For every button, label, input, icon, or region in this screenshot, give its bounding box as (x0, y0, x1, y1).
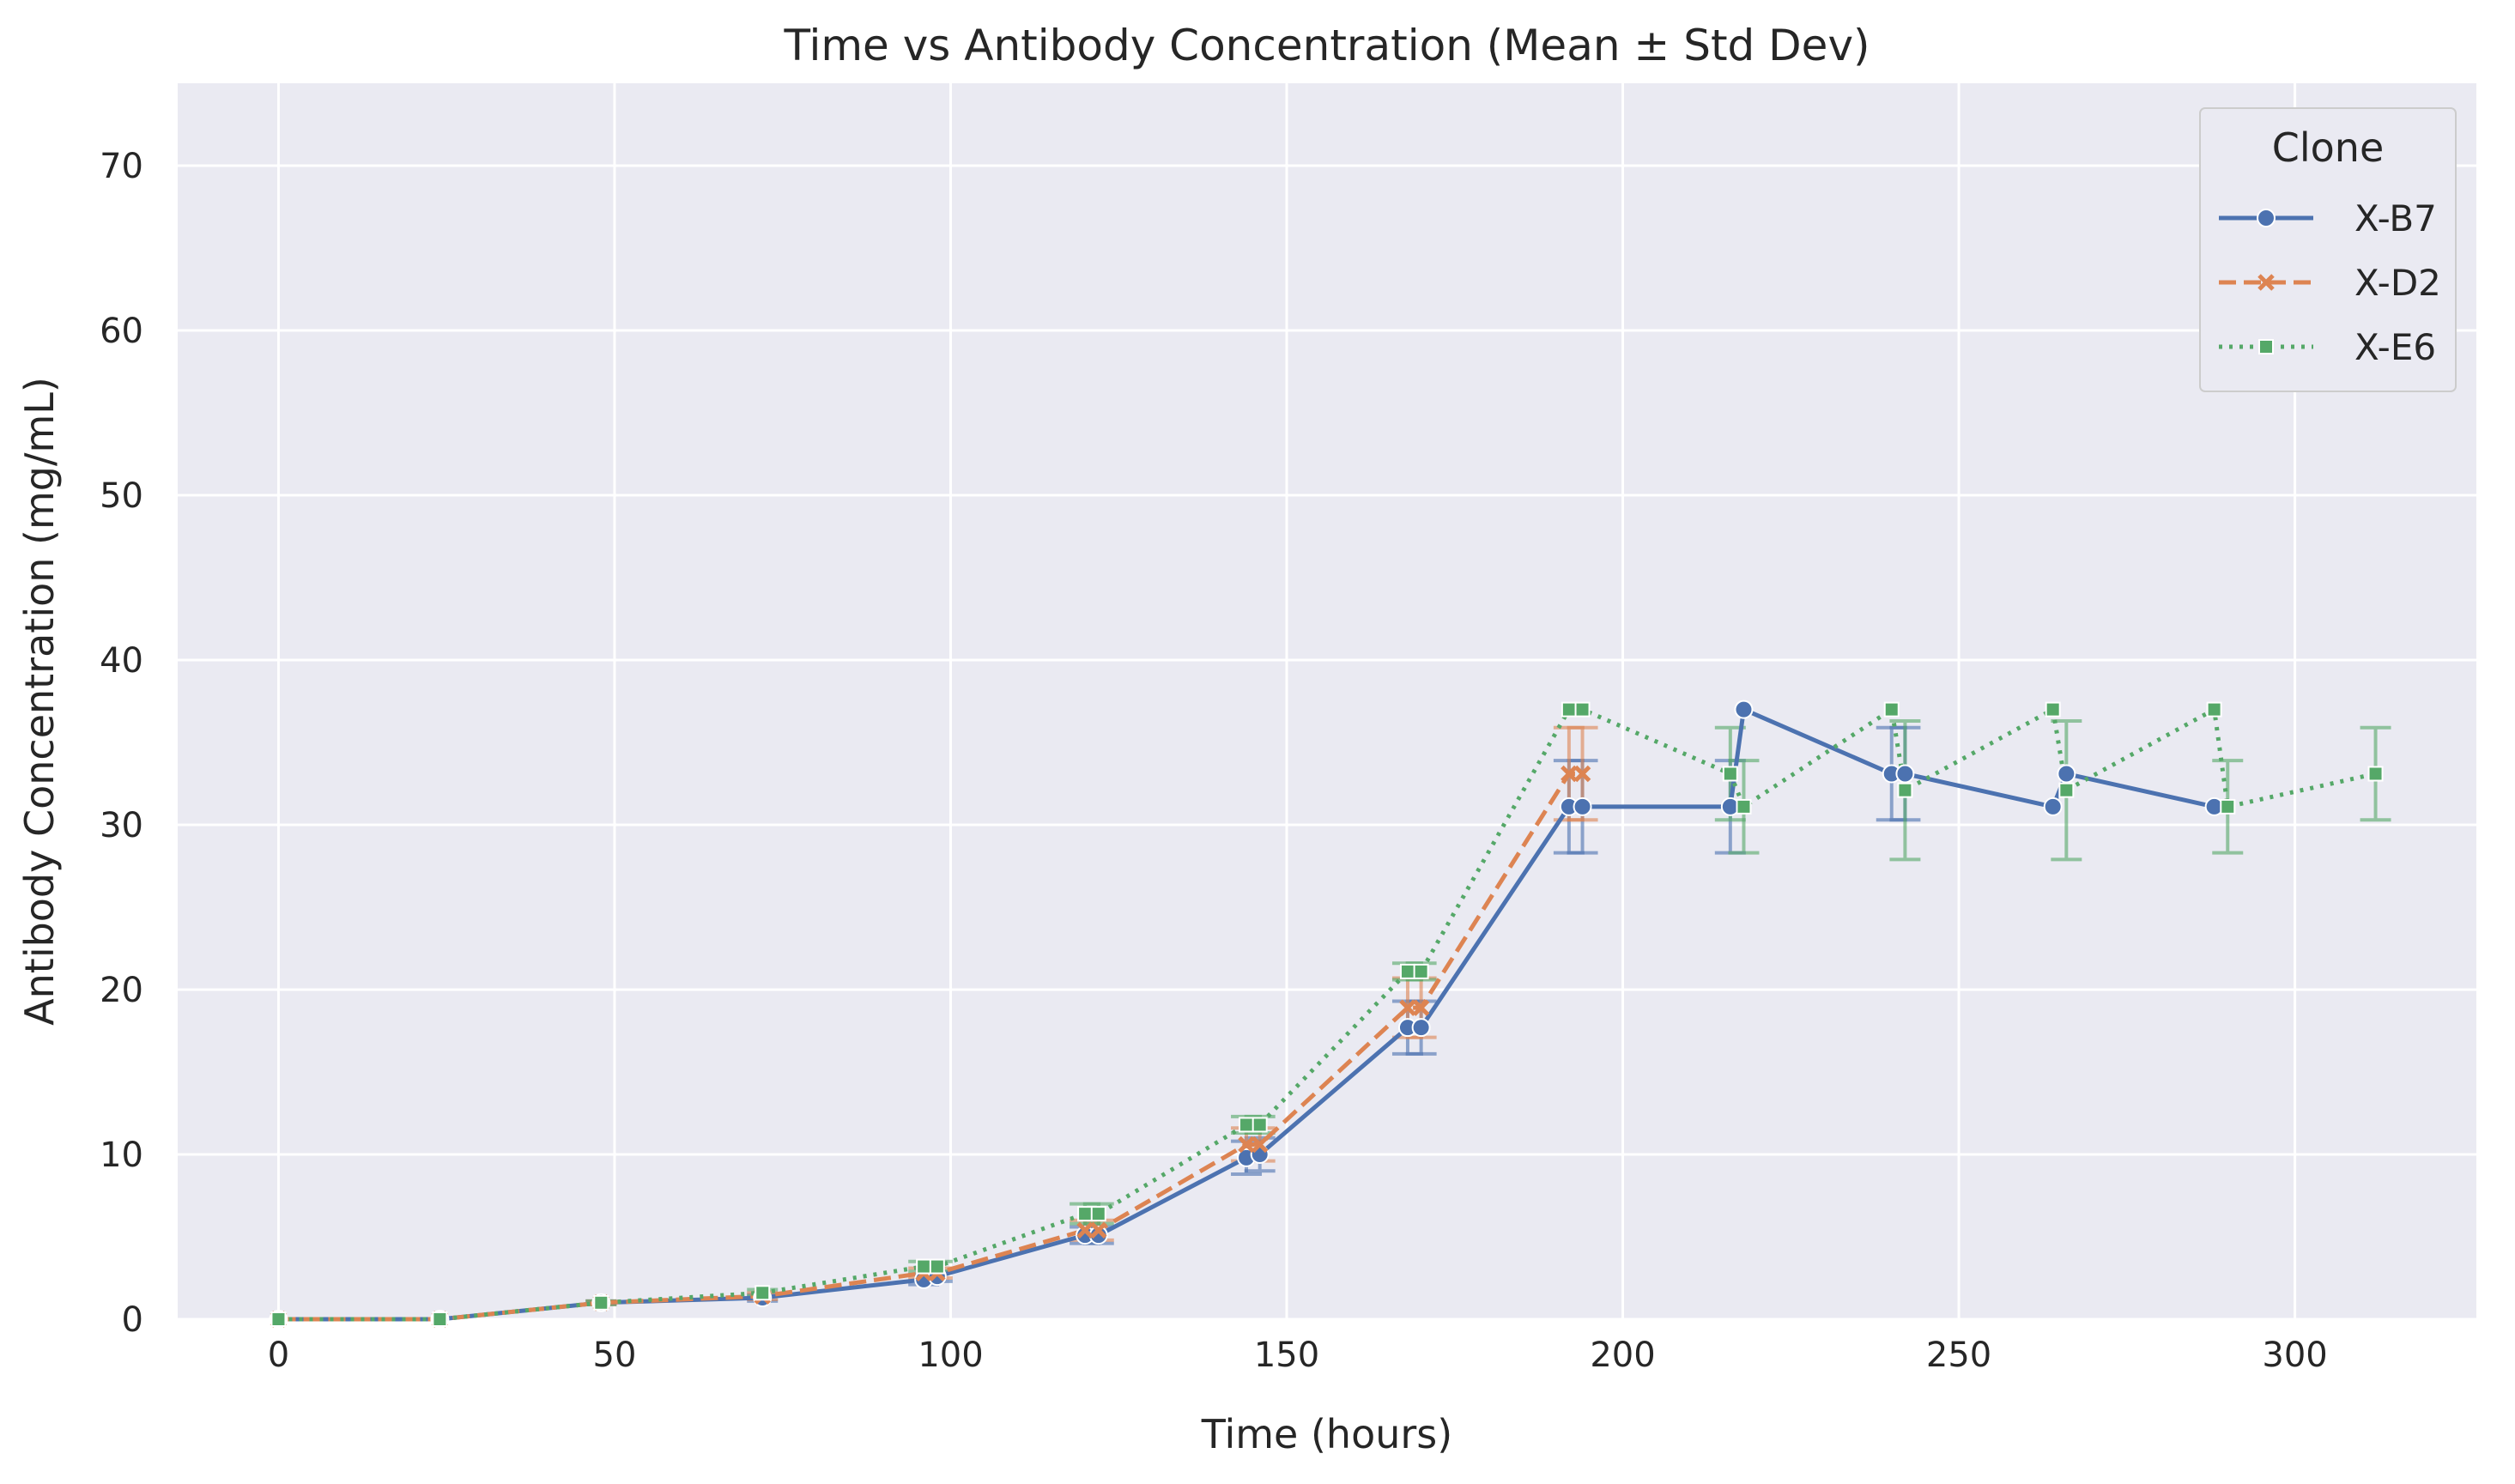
data-point (1090, 1206, 1106, 1222)
x-tick-label: 50 (593, 1336, 637, 1375)
plot-background (178, 83, 2476, 1319)
data-point (916, 1258, 932, 1275)
y-tick-label: 20 (100, 971, 143, 1010)
y-tick-label: 10 (100, 1136, 143, 1175)
x-axis-label: Time (hours) (1201, 1411, 1452, 1457)
data-point (2206, 701, 2222, 718)
data-point (1574, 701, 1591, 718)
legend: Clone X-B7 X-D2 X-E6 (2199, 107, 2457, 392)
data-point (1076, 1221, 1094, 1239)
data-point (2045, 701, 2061, 718)
legend-label: X-E6 (2354, 326, 2436, 368)
data-point (1561, 701, 1577, 718)
legend-label: X-B7 (2354, 197, 2437, 239)
legend-items: X-B7 X-D2 X-E6 (2219, 197, 2441, 368)
data-point (2058, 782, 2075, 798)
legend-marker (2257, 209, 2276, 227)
data-point (593, 1294, 609, 1311)
series-markers (269, 700, 2384, 1329)
data-point (1734, 700, 1754, 719)
legend-item: X-E6 (2219, 326, 2436, 368)
y-tick-label: 70 (100, 147, 143, 186)
y-tick-label: 60 (100, 312, 143, 351)
legend-title: Clone (2272, 124, 2385, 171)
data-point (754, 1285, 771, 1301)
y-tick-label: 40 (100, 641, 143, 681)
x-tick-label: 0 (268, 1336, 289, 1375)
legend-box (2199, 107, 2457, 392)
grid (178, 83, 2476, 1321)
x-tick-label: 150 (1254, 1336, 1319, 1375)
data-point (1238, 1136, 1255, 1154)
x-tick-label: 200 (1590, 1336, 1655, 1375)
data-point (2043, 797, 2063, 816)
data-point (1573, 797, 1592, 816)
data-point (2057, 764, 2076, 784)
x-tick-label: 100 (918, 1336, 983, 1375)
tick-labels: 0 50 100 150 200 250 300 0 10 20 30 40 50 60 70 (100, 147, 2328, 1375)
data-point (1412, 999, 1430, 1016)
legend-marker (2258, 339, 2274, 354)
data-point (1399, 963, 1415, 979)
data-point (1895, 764, 1915, 784)
data-point (1561, 765, 1578, 783)
data-point (270, 1311, 287, 1327)
legend-label: X-D2 (2354, 262, 2441, 304)
data-point (1077, 1206, 1094, 1222)
x-tick-label: 250 (1926, 1336, 1991, 1375)
data-point (1573, 765, 1591, 783)
data-point (1736, 798, 1752, 815)
y-tick-label: 30 (100, 806, 143, 845)
y-axis-label: Antibody Concentration (mg/mL) (16, 377, 63, 1026)
data-point (1883, 701, 1900, 718)
data-point (929, 1258, 945, 1275)
y-tick-label: 50 (100, 476, 143, 516)
data-point (1413, 963, 1429, 979)
x-tick-label: 300 (2262, 1336, 2327, 1375)
data-point (1090, 1221, 1107, 1239)
legend-item: X-D2 (2219, 262, 2441, 304)
data-point (1897, 782, 1913, 798)
data-point (1722, 766, 1738, 782)
data-point (1239, 1117, 1255, 1133)
data-point (1411, 1018, 1431, 1038)
data-point (2367, 766, 2384, 782)
data-point (432, 1311, 448, 1327)
chart-title: Time vs Antibody Concentration (Mean ± S… (783, 21, 1870, 70)
data-point (1399, 999, 1416, 1016)
y-tick-label: 0 (122, 1300, 143, 1340)
data-point (2220, 798, 2236, 815)
data-point (1251, 1117, 1268, 1133)
data-point (1251, 1136, 1269, 1154)
legend-marker (2257, 274, 2275, 291)
legend-item: X-B7 (2219, 197, 2437, 239)
